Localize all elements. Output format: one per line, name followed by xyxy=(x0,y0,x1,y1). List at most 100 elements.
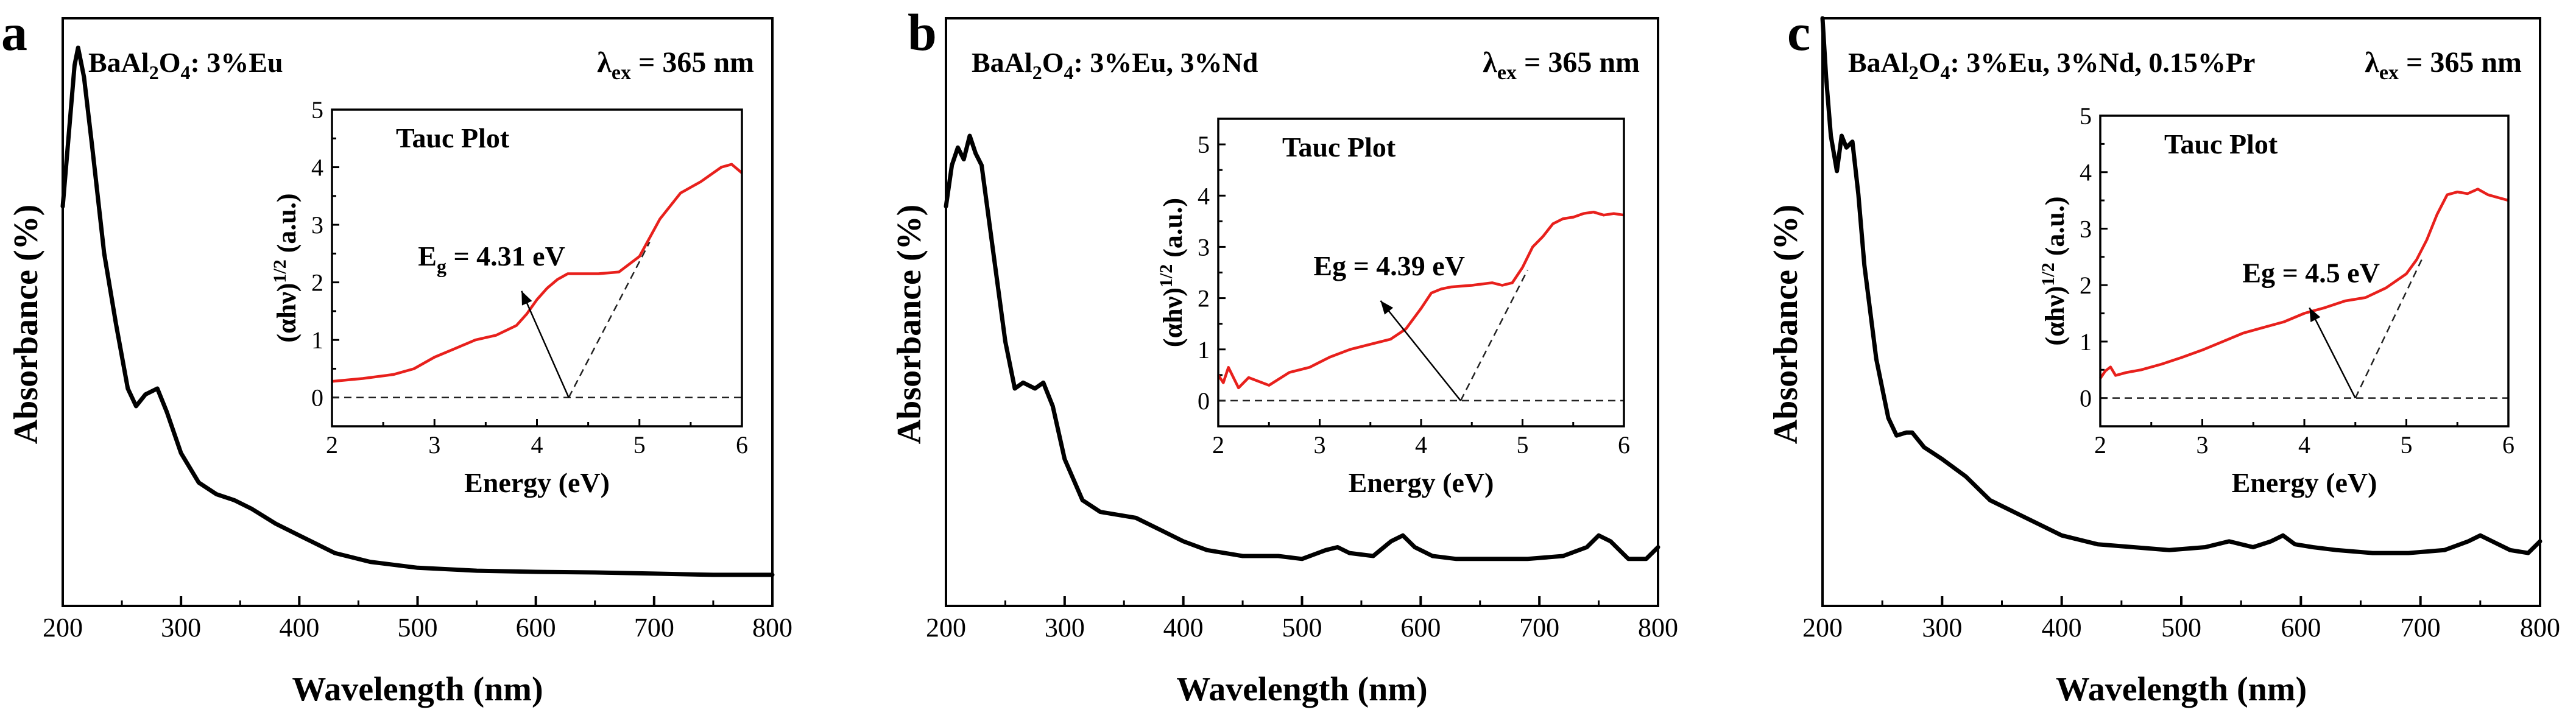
bandgap-arrow-line xyxy=(1380,300,1461,401)
inset-x-tick-label: 2 xyxy=(326,431,338,459)
annotation-main: Eg xyxy=(1313,250,1346,281)
inset-y-axis-label: (αhν)1/2 (a.u.) xyxy=(2038,196,2070,345)
inset-ylabel-unit: (a.u.) xyxy=(272,193,302,259)
absorbance-series-line xyxy=(60,45,775,577)
inset-y-tick-label: 3 xyxy=(2080,215,2092,242)
inset-y-tick-label: 4 xyxy=(311,154,323,181)
composition-label: BaAl2O4: 3%Eu, 3%Nd xyxy=(972,47,1258,83)
bandgap-arrow-head xyxy=(521,290,532,306)
x-tick-label: 400 xyxy=(279,613,319,642)
x-tick-label: 400 xyxy=(1163,613,1204,642)
y-axis-label: Absorbance (%) xyxy=(7,205,45,445)
inset-y-tick-label: 4 xyxy=(1198,182,1210,209)
formula-part: BaAl xyxy=(88,47,149,78)
inset-frame xyxy=(2099,114,2510,428)
inset-x-tick-label: 6 xyxy=(2502,431,2514,459)
bandgap-arrow-head xyxy=(2309,308,2321,322)
inset-x-tick-label: 3 xyxy=(1314,431,1326,459)
excitation-value: = 365 nm xyxy=(2399,46,2522,79)
inset-ylabel-main: (αhν) xyxy=(1158,287,1188,347)
composition-suffix: : 3%Eu, 3%Nd, 0.15%Pr xyxy=(1950,47,2255,78)
formula-part: O xyxy=(159,47,181,78)
bandgap-arrow-line xyxy=(2309,307,2356,399)
x-tick-label: 200 xyxy=(43,613,83,642)
lambda-symbol: λ xyxy=(597,46,612,79)
x-tick-label: 600 xyxy=(2281,613,2321,642)
annotation-value: = 4.39 eV xyxy=(1346,250,1465,281)
tauc-inset: 2 3 4 5 6 0 1 2 3 4 5 Tauc Plot Eg = 4.39 eV Energy (… xyxy=(1156,118,1630,498)
inset-x-tick-label: 3 xyxy=(2197,431,2209,459)
annotation-value: = 4.31 eV xyxy=(446,241,565,272)
formula-part: BaAl xyxy=(1848,47,1909,78)
composition-suffix: : 3%Eu, 3%Nd xyxy=(1073,47,1258,78)
excitation-subscript: ex xyxy=(1497,62,1517,84)
inset-x-tick-label: 3 xyxy=(428,431,440,459)
x-tick-label: 200 xyxy=(1802,613,1843,642)
x-axis-label: Wavelength (nm) xyxy=(1176,670,1427,708)
inset-x-tick-label: 2 xyxy=(2094,431,2106,459)
panel-label: a xyxy=(1,3,27,62)
formula-subscript: 4 xyxy=(180,62,190,83)
excitation-value: = 365 nm xyxy=(631,46,754,79)
bandgap-annotation: Eg = 4.31 eV xyxy=(418,241,565,277)
x-tick-label: 300 xyxy=(1045,613,1085,642)
x-tick-label: 500 xyxy=(398,613,438,642)
excitation-subscript: ex xyxy=(2379,62,2399,84)
inset-ylabel-superscript: 1/2 xyxy=(1156,264,1176,287)
formula-part: O xyxy=(1042,47,1064,78)
inset-ylabel-unit: (a.u.) xyxy=(1158,198,1188,264)
formula-subscript: 2 xyxy=(1032,62,1042,83)
x-tick-label: 800 xyxy=(752,613,792,642)
inset-title: Tauc Plot xyxy=(396,122,510,153)
inset-y-tick-label: 5 xyxy=(311,96,323,124)
excitation-label: λex = 365 nm xyxy=(2365,46,2522,84)
formula-subscript: 4 xyxy=(1940,62,1950,83)
y-axis-label: Absorbance (%) xyxy=(891,205,928,445)
annotation-subscript: g xyxy=(437,255,446,277)
inset-x-axis-label: Energy (eV) xyxy=(1349,467,1494,498)
inset-x-tick-label: 4 xyxy=(1415,431,1427,459)
inset-x-axis-label: Energy (eV) xyxy=(2232,467,2377,498)
inset-tangent-line xyxy=(2354,259,2422,399)
inset-x-axis-label: Energy (eV) xyxy=(464,467,610,498)
inset-y-tick-label: 1 xyxy=(1198,336,1210,364)
bandgap-arrow-head xyxy=(1380,300,1394,315)
x-tick-label: 300 xyxy=(1922,613,1962,642)
absorbance-series-line xyxy=(1820,16,2542,555)
x-tick-label: 300 xyxy=(161,613,201,642)
inset-y-tick-label: 0 xyxy=(311,384,323,412)
inset-y-axis-label: (αhν)1/2 (a.u.) xyxy=(270,193,302,342)
inset-tangent-line xyxy=(568,241,651,398)
lambda-symbol: λ xyxy=(1483,46,1497,79)
formula-subscript: 4 xyxy=(1064,62,1073,83)
inset-y-tick-label: 5 xyxy=(2080,102,2092,130)
x-tick-label: 500 xyxy=(1282,613,1322,642)
inset-x-tick-label: 4 xyxy=(531,431,543,459)
formula-part: BaAl xyxy=(972,47,1032,78)
annotation-value: = 4.5 eV xyxy=(2275,257,2380,288)
x-tick-label: 800 xyxy=(1638,613,1678,642)
inset-y-tick-label: 0 xyxy=(2080,385,2092,412)
inset-title: Tauc Plot xyxy=(1282,132,1396,163)
excitation-label: λex = 365 nm xyxy=(597,46,754,84)
composition-suffix: : 3%Eu xyxy=(190,47,283,78)
x-tick-label: 200 xyxy=(926,613,966,642)
inset-y-axis-label: (αhν)1/2 (a.u.) xyxy=(1156,198,1188,347)
inset-frame xyxy=(1217,118,1625,428)
x-tick-label: 700 xyxy=(2401,613,2441,642)
x-tick-label: 700 xyxy=(1519,613,1559,642)
inset-ylabel-main: (αhν) xyxy=(2040,286,2070,346)
y-axis-label: Absorbance (%) xyxy=(1767,205,1805,445)
inset-title: Tauc Plot xyxy=(2164,128,2278,160)
inset-x-tick-label: 6 xyxy=(1618,431,1630,459)
tauc-curve-line xyxy=(2099,188,2509,379)
inset-y-tick-label: 5 xyxy=(1198,131,1210,158)
composition-label: BaAl2O4: 3%Eu, 3%Nd, 0.15%Pr xyxy=(1848,47,2255,83)
inset-y-tick-label: 2 xyxy=(2080,272,2092,299)
excitation-value: = 365 nm xyxy=(1517,46,1640,79)
x-axis-label: Wavelength (nm) xyxy=(292,670,543,708)
inset-y-tick-label: 1 xyxy=(311,326,323,354)
annotation-main: Eg xyxy=(2242,257,2275,288)
